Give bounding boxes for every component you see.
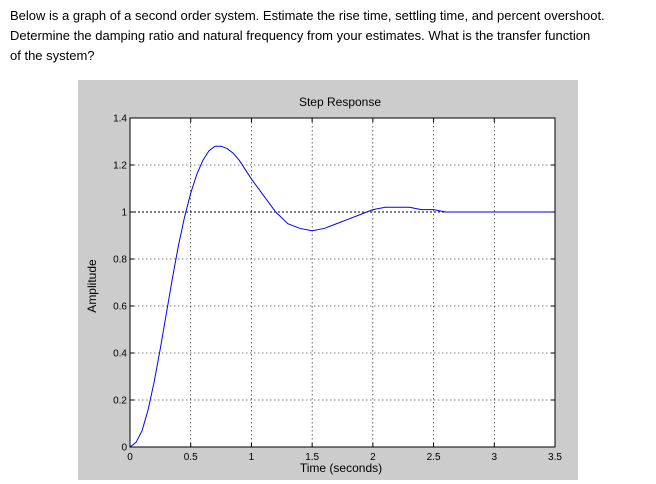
plot-frame — [129, 117, 556, 448]
x-tick-label: 2 — [370, 452, 376, 463]
x-tick-label: 0.5 — [184, 452, 198, 463]
figure-panel: Step Response Time (seconds) Amplitude 0… — [78, 80, 578, 480]
x-tick-label: 1.5 — [305, 452, 319, 463]
x-axis-label: Time (seconds) — [300, 461, 382, 475]
question-line-3: of the system? — [10, 48, 95, 63]
x-tick-label: 3.5 — [548, 452, 562, 463]
y-tick-label: 1.4 — [113, 114, 127, 125]
y-tick-label: 1.2 — [113, 161, 127, 172]
question-text: Below is a graph of a second order syste… — [10, 6, 650, 66]
y-tick-label: 0.8 — [113, 255, 127, 266]
x-tick-label: 1 — [249, 452, 255, 463]
step-response-chart: Step Response Time (seconds) Amplitude 0… — [85, 95, 562, 475]
x-tick-label: 3 — [492, 452, 498, 463]
y-tick-label: 0.2 — [113, 396, 127, 407]
y-tick-label: 1 — [121, 208, 127, 219]
y-tick-label: 0 — [121, 443, 127, 454]
step-response-line — [129, 145, 555, 448]
y-tick-label: 0.4 — [113, 349, 127, 360]
question-line-1: Below is a graph of a second order syste… — [10, 8, 605, 23]
y-axis-label: Amplitude — [85, 259, 99, 313]
plot-area — [130, 118, 555, 447]
chart-title: Step Response — [299, 95, 381, 109]
y-tick-label: 0.6 — [113, 302, 127, 313]
x-tick-label: 0 — [127, 452, 133, 463]
question-line-2: Determine the damping ratio and natural … — [10, 28, 591, 43]
x-tick-label: 2.5 — [427, 452, 441, 463]
